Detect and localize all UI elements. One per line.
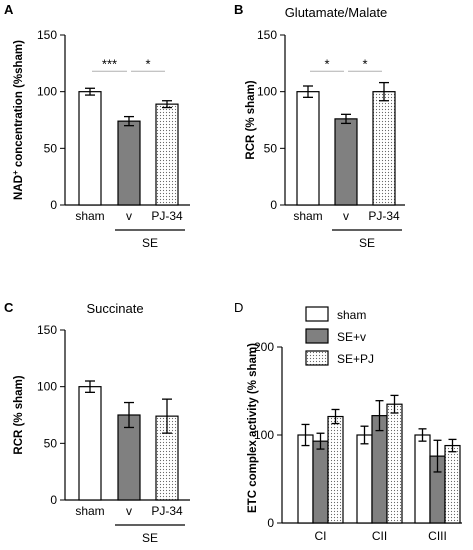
panel-d-y-tick-label: 0: [267, 516, 274, 530]
panel-d-bar: [312, 440, 329, 524]
panel-d-y-tick-label: 200: [254, 340, 274, 354]
panel-a-ylabel: NAD+ concentration (%sham): [11, 40, 26, 200]
panel-c-y-tick-label: 50: [44, 436, 58, 450]
panel-b-y-tick-label: 50: [264, 141, 278, 155]
panel-b-significance-label: *: [324, 56, 329, 71]
panel-c-plot: 0 50 100 150 sham v PJ-34 SE: [37, 323, 190, 545]
panel-b-x-tick-label: PJ-34: [368, 209, 400, 223]
panel-a-significance-label: *: [145, 56, 150, 71]
panel-d-bar: [444, 444, 461, 524]
legend-swatch: [305, 328, 329, 344]
panel-c-y-tick-label: 150: [37, 323, 57, 337]
panel-d-bar: [414, 434, 431, 524]
panel-a-bar: [117, 120, 141, 206]
panel-b: B Glutamate/Malate RCR (% sham) 0 50 100 15…: [234, 2, 405, 250]
panel-a-significance-label: ***: [102, 56, 117, 71]
panel-b-y-tick-label: 0: [270, 198, 277, 212]
panel-a-y-tick-label: 0: [50, 198, 57, 212]
legend-swatch: [305, 350, 329, 366]
panel-c-bar: [78, 386, 102, 501]
panel-d-bar: [371, 415, 388, 524]
panel-c-x-tick-label: sham: [75, 504, 104, 518]
panel-c-y-tick-label: 0: [50, 493, 57, 507]
panel-c: C Succinate RCR (% sham) 0 50 100 150 sham v P…: [4, 300, 190, 545]
panel-d-bar: [327, 415, 344, 524]
panel-d-ylabel: ETC complex activity (% sham): [247, 343, 259, 513]
panel-c-ylabel: RCR (% sham): [13, 375, 25, 454]
panel-d-label: D: [234, 300, 243, 315]
panel-b-group-label: SE: [359, 236, 375, 250]
panel-d-legend: sham SE+v SE+PJ: [305, 306, 374, 366]
panel-c-label: C: [4, 300, 14, 315]
legend-label: sham: [337, 308, 366, 322]
panel-a-y-tick-label: 150: [37, 28, 57, 42]
panel-b-label: B: [234, 2, 243, 17]
panel-b-x-tick-label: sham: [293, 209, 322, 223]
panel-d-x-tick-label: CI: [315, 529, 327, 543]
panel-b-significance-label: *: [362, 56, 367, 71]
panel-b-ylabel: RCR (% sham): [245, 80, 257, 159]
panel-d-plot: 0 100 200 CI CII CIII: [254, 340, 462, 543]
panel-d-bar: [386, 403, 403, 524]
panel-b-title: Glutamate/Malate: [285, 5, 388, 20]
panel-a-bar: [155, 103, 179, 206]
panel-b-bar: [296, 91, 320, 206]
panel-d-bar: [297, 434, 314, 524]
panel-d-x-tick-label: CIII: [428, 529, 447, 543]
panel-a: A NAD+ concentration (%sham) 0 50 100 150 sh…: [4, 2, 190, 250]
panel-a-y-tick-label: 100: [37, 85, 57, 99]
panel-b-bar: [372, 91, 396, 206]
panel-b-bar: [334, 118, 358, 206]
panel-c-x-tick-label: v: [126, 504, 132, 518]
panel-c-y-tick-label: 100: [37, 380, 57, 394]
legend-label: SE+v: [337, 330, 366, 344]
panel-b-y-tick-label: 100: [257, 85, 277, 99]
panel-c-group-label: SE: [142, 531, 158, 545]
legend-label: SE+PJ: [337, 352, 374, 366]
panel-d-x-tick-label: CII: [372, 529, 387, 543]
panel-a-x-tick-label: sham: [75, 209, 104, 223]
panel-a-y-tick-label: 50: [44, 141, 58, 155]
panel-a-label: A: [4, 2, 14, 17]
panel-a-x-tick-label: PJ-34: [151, 209, 183, 223]
panel-b-x-tick-label: v: [343, 209, 349, 223]
panel-b-plot: 0 50 100 150 sham v PJ-34 SE * *: [257, 28, 405, 250]
panel-c-title: Succinate: [86, 301, 143, 316]
panel-b-y-tick-label: 150: [257, 28, 277, 42]
panel-c-x-tick-label: PJ-34: [151, 504, 183, 518]
panel-d: D ETC complex activity (% sham) 0 100 200 C…: [234, 300, 462, 543]
legend-swatch: [305, 306, 329, 322]
panel-d-y-tick-label: 100: [254, 428, 274, 442]
panel-a-x-tick-label: v: [126, 209, 132, 223]
panel-a-group-label: SE: [142, 236, 158, 250]
panel-a-bar: [78, 91, 102, 206]
panel-d-bar: [356, 434, 373, 524]
